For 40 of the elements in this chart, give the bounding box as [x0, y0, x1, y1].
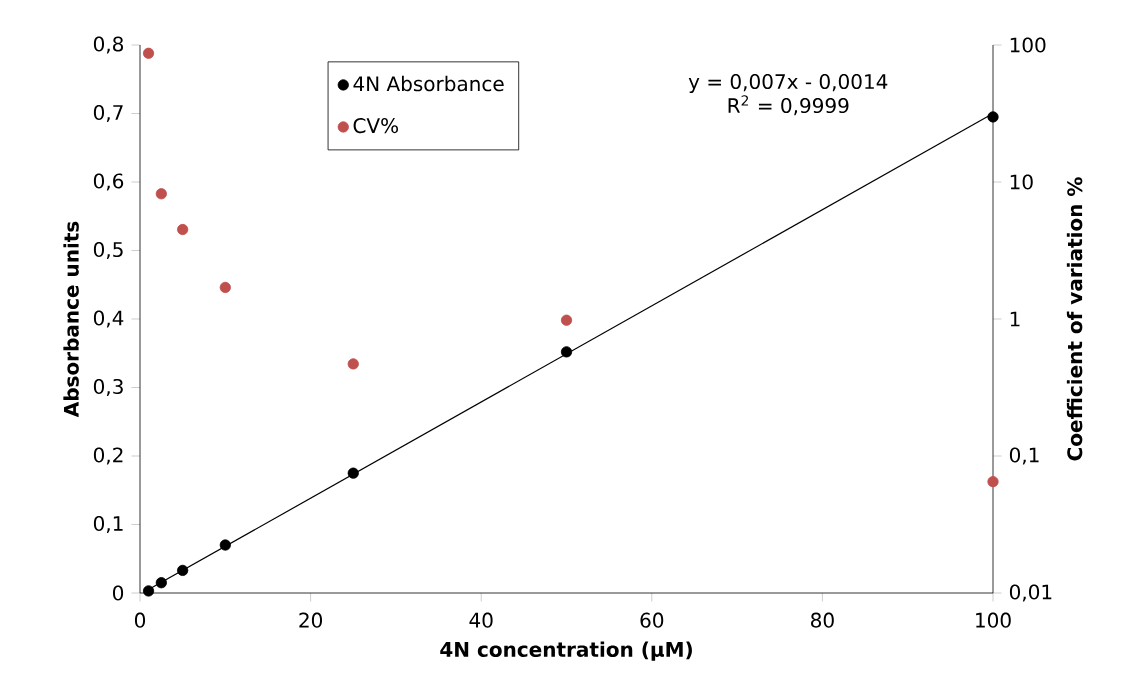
legend-label: 4N Absorbance: [353, 75, 504, 92]
y-tick-label: 0,6: [93, 173, 124, 191]
y-tick-label: 0,7: [93, 104, 123, 123]
y-tick-label: 0,4: [93, 310, 124, 328]
point: [347, 467, 359, 479]
y2-tick-label: 1: [1010, 311, 1020, 327]
point: [560, 314, 573, 326]
point: [347, 358, 359, 370]
y-tick-label: 0,1: [93, 515, 123, 534]
point: [219, 281, 231, 294]
x-tick-label: 0: [134, 612, 146, 628]
x-tick-label: 40: [469, 612, 493, 628]
y2-tick-label: 0,1: [1009, 447, 1039, 465]
y-tick-label: 0,3: [93, 378, 123, 397]
point: [177, 564, 189, 576]
x-axis-title: 4N concentration (µM): [440, 641, 692, 661]
y-tick-label: 0,8: [93, 36, 124, 54]
point: [142, 585, 155, 597]
y-axis-title: Absorbance units: [63, 221, 79, 418]
point: [987, 476, 999, 488]
point: [219, 539, 231, 551]
annotation: R$^{2}$ = 0,9999: [728, 95, 849, 116]
x-tick-label: 60: [640, 612, 664, 628]
point: [155, 188, 167, 200]
y2-tick-label: 10: [1010, 174, 1033, 190]
y2-tick-label: 0,01: [1009, 584, 1052, 602]
point: [155, 577, 167, 589]
point: [560, 346, 573, 358]
point: [142, 47, 155, 59]
x-tick-label: 20: [299, 612, 323, 628]
x-tick-label: 80: [811, 612, 834, 628]
y-tick-label: 0,5: [93, 241, 123, 260]
x-tick-label: 100: [976, 612, 1011, 628]
y2-axis-title: Coefficient of variation %: [1066, 177, 1083, 461]
legend-label: CV%: [353, 118, 399, 134]
point: [177, 223, 189, 236]
y-tick-label: 0,2: [93, 447, 123, 465]
y2-tick-label: 100: [1010, 37, 1046, 53]
y-tick-label: 0: [113, 585, 124, 601]
annotation: y = 0,007x - 0,0014: [688, 73, 888, 93]
